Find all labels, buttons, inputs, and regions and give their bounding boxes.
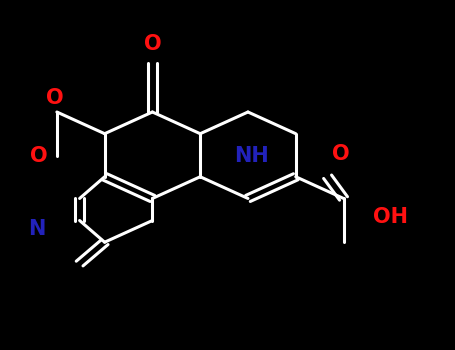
Text: N: N <box>28 219 46 239</box>
Text: NH: NH <box>234 146 269 166</box>
Text: O: O <box>144 34 161 54</box>
Text: O: O <box>30 146 48 166</box>
Text: O: O <box>332 144 350 164</box>
Text: OH: OH <box>373 207 408 227</box>
Text: O: O <box>46 88 64 108</box>
